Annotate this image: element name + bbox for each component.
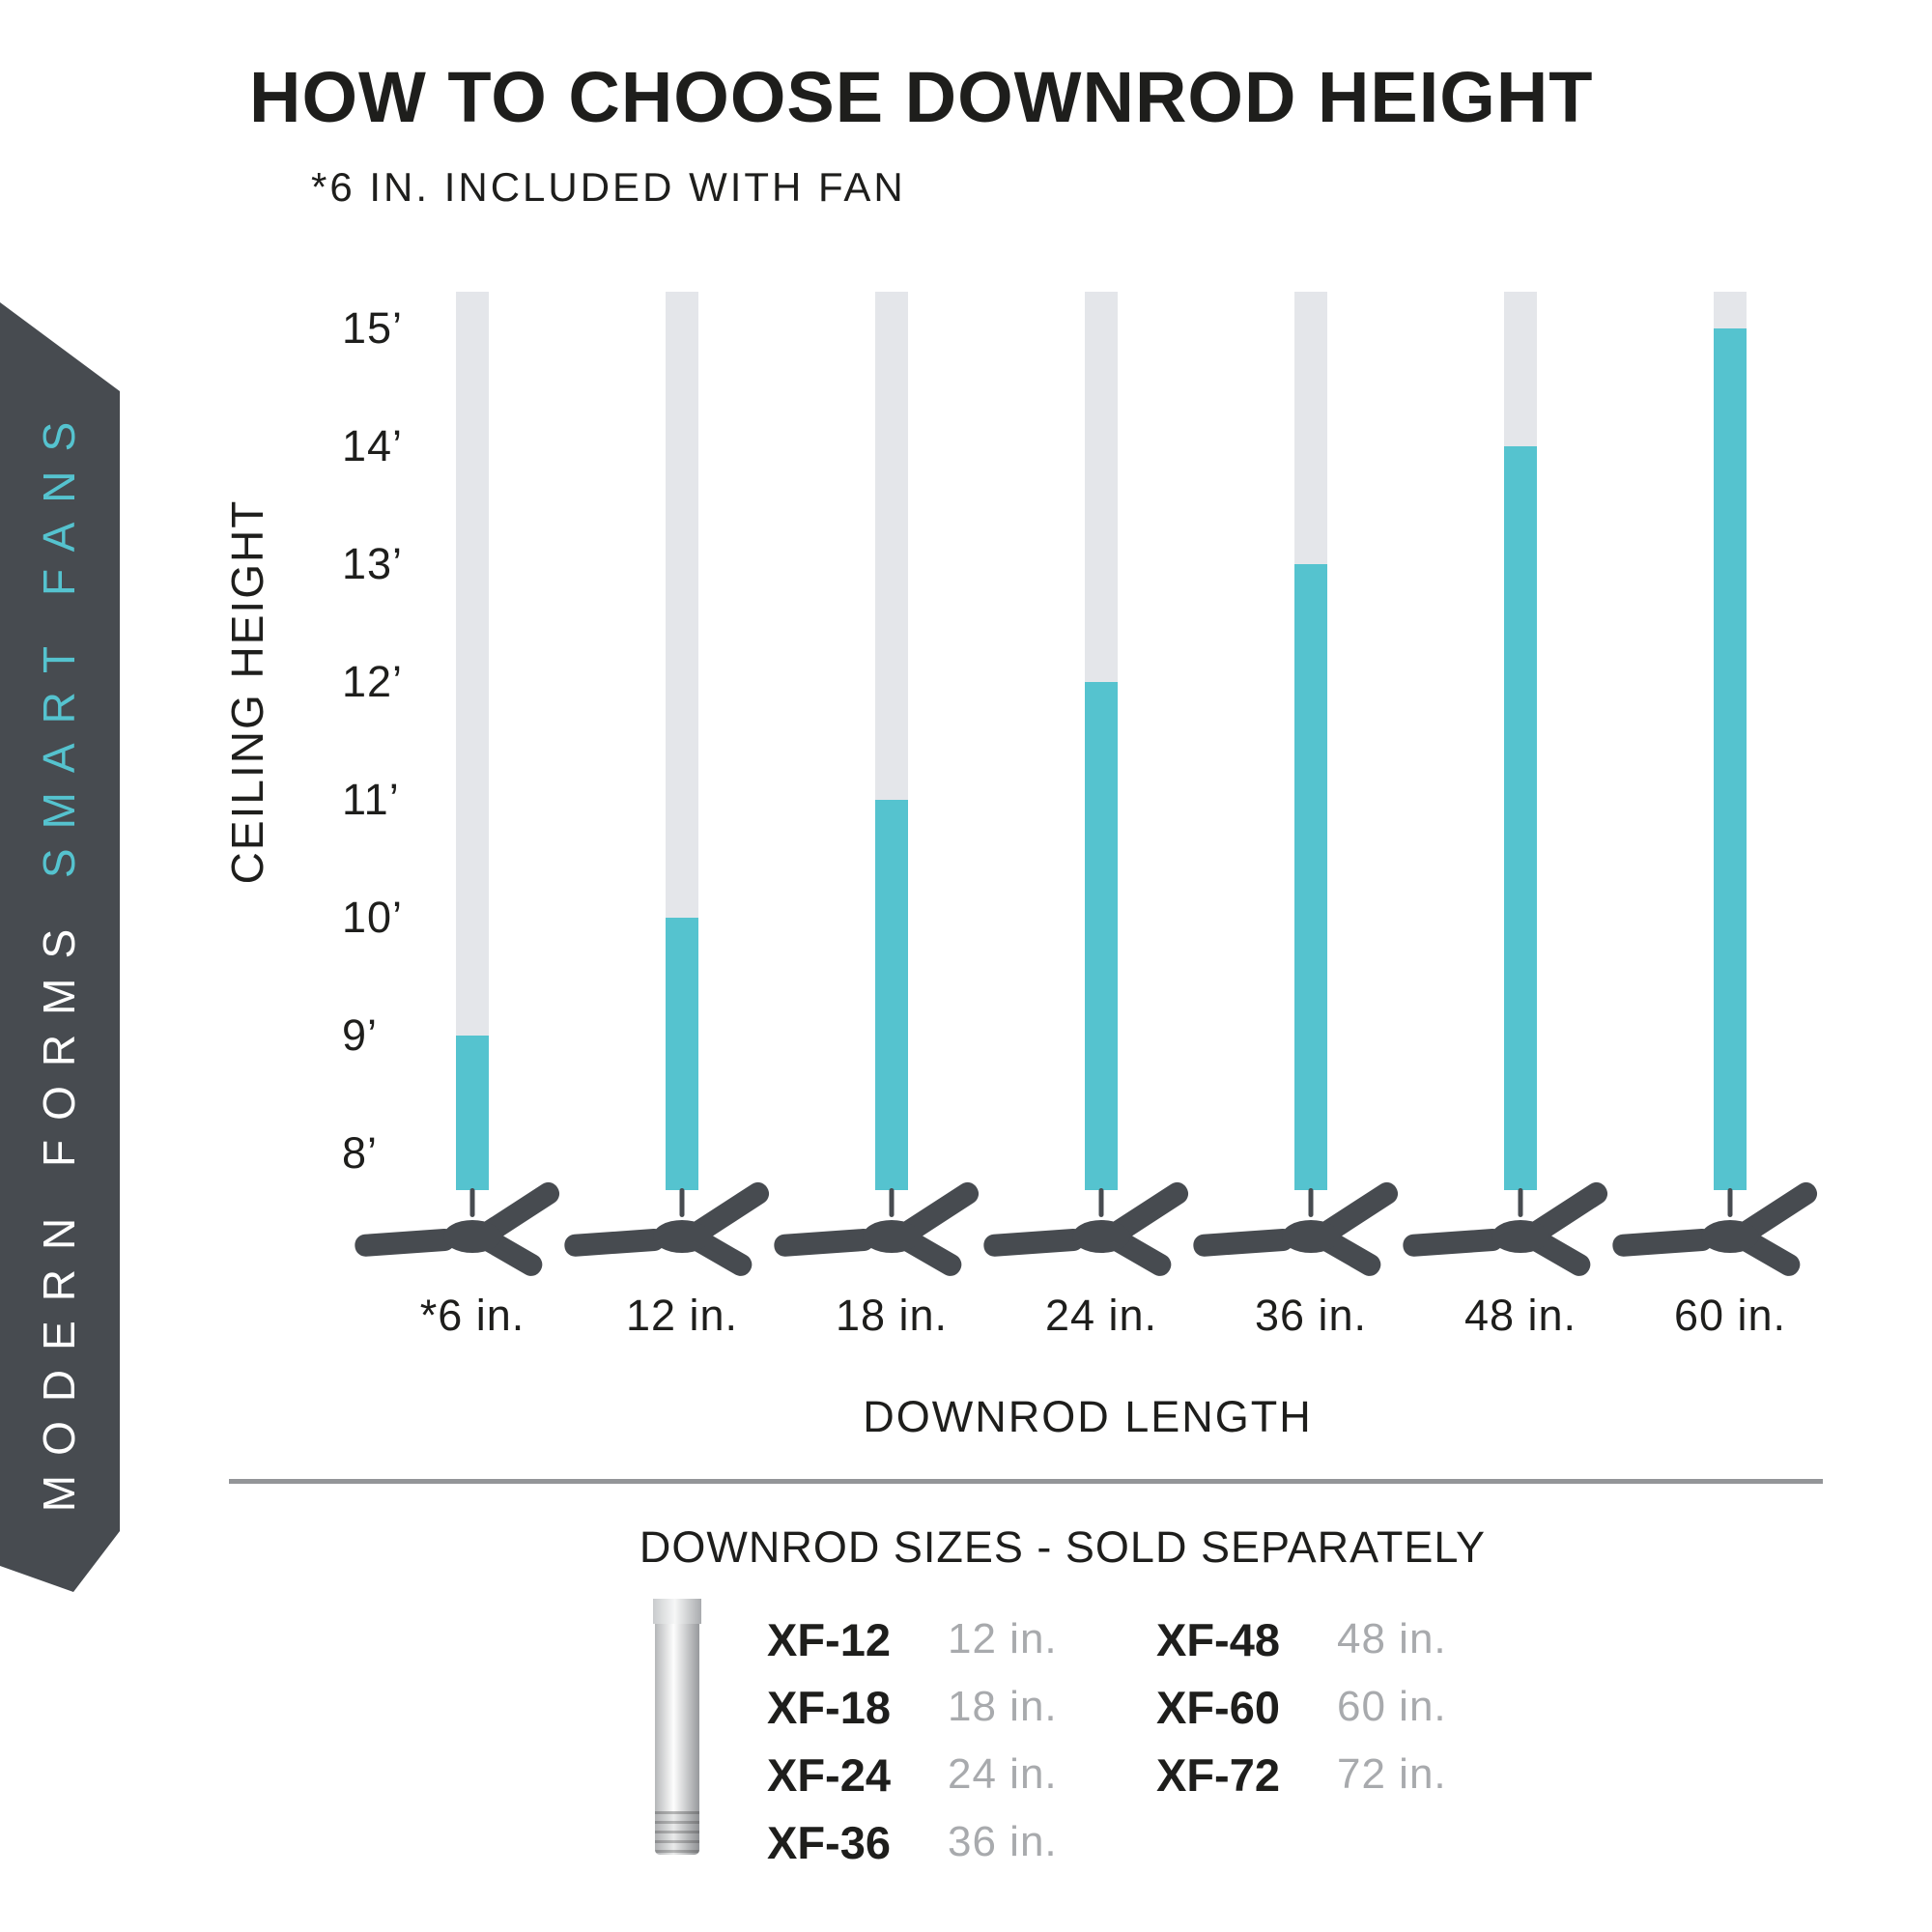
downrod-length-tick-6: 48 in. [1463, 1291, 1577, 1340]
ceiling-height-tick-9ft: 9’ [342, 1010, 379, 1060]
ceiling-height-tick-10ft: 10’ [342, 893, 404, 942]
downrod-size: 24 in. [948, 1750, 1058, 1798]
downrod-sizes-heading: DOWNROD SIZES - SOLD SEPARATELY [639, 1522, 1487, 1572]
downrod-size-column-1: XF-12 12 in. XF-18 18 in. XF-24 24 in. XF-36 36… [767, 1605, 1058, 1876]
downrod-image [653, 1599, 701, 1855]
downrod-size-column-2: XF-48 48 in. XF-60 60 in. XF-72 72 in. [1156, 1605, 1447, 1808]
ceiling-fan-icon [354, 1178, 564, 1280]
downrod-size: 12 in. [948, 1615, 1058, 1662]
ceiling-height-tick-11ft: 11’ [342, 775, 400, 824]
downrod-size: 36 in. [948, 1818, 1058, 1865]
ceiling-height-tick-13ft: 13’ [342, 539, 404, 588]
brand-ribbon [0, 302, 120, 1592]
brand-ribbon-text: MODERN FORMS SMART FANS [29, 387, 89, 1527]
downrod-thread [655, 1811, 699, 1855]
bar-fill-24in [1085, 682, 1118, 1190]
downrod-length-tick-4: 24 in. [1044, 1291, 1158, 1340]
bar-fill-36in [1294, 564, 1327, 1190]
downrod-code: XF-48 [1156, 1613, 1280, 1665]
downrod-size: 18 in. [948, 1683, 1058, 1730]
bar-fill-48in [1504, 446, 1537, 1190]
bar-track-3 [875, 292, 908, 1190]
downrod-code: XF-72 [1156, 1748, 1280, 1801]
ceiling-fan-icon [773, 1178, 983, 1280]
ceiling-height-tick-8ft: 8’ [342, 1128, 379, 1178]
ceiling-height-tick-12ft: 12’ [342, 657, 404, 706]
ceiling-fan-icon [1402, 1178, 1612, 1280]
downrod-shaft [655, 1624, 699, 1811]
bar-fill-18in [875, 800, 908, 1190]
downrod-size: 48 in. [1337, 1615, 1447, 1662]
downrod-size: 72 in. [1337, 1750, 1447, 1798]
brand-accent-name: SMART FANS [34, 402, 84, 879]
ceiling-fan-icon [1611, 1178, 1822, 1280]
x-axis-label: DOWNROD LENGTH [863, 1392, 1313, 1441]
y-axis-label: CEILING HEIGHT [222, 498, 272, 885]
bar-track-2 [666, 292, 698, 1190]
brand-name: MODERN FORMS [34, 909, 84, 1513]
bar-fill-12in [666, 918, 698, 1190]
downrod-length-tick-1: *6 in. [419, 1291, 526, 1340]
section-divider [229, 1479, 1823, 1484]
bar-track-5 [1294, 292, 1327, 1190]
downrod-code: XF-18 [767, 1681, 891, 1733]
bar-track-7 [1714, 292, 1747, 1190]
downrod-size-row-xf-24: XF-24 24 in. [767, 1741, 1058, 1808]
page-title: HOW TO CHOOSE DOWNROD HEIGHT [249, 57, 1594, 137]
bar-track-6 [1504, 292, 1537, 1190]
bar-track-4 [1085, 292, 1118, 1190]
ceiling-fan-icon [1192, 1178, 1403, 1280]
downrod-size-row-xf-60: XF-60 60 in. [1156, 1673, 1447, 1741]
bar-fill-60in [1714, 328, 1747, 1190]
ceiling-fan-icon [563, 1178, 774, 1280]
ceiling-fan-icon [982, 1178, 1193, 1280]
page-subtitle: *6 IN. INCLUDED WITH FAN [311, 164, 906, 210]
bar-fill-6in [456, 1036, 489, 1190]
downrod-code: XF-12 [767, 1613, 891, 1665]
downrod-size-row-xf-12: XF-12 12 in. [767, 1605, 1058, 1673]
downrod-length-tick-5: 36 in. [1254, 1291, 1368, 1340]
downrod-size-row-xf-36: XF-36 36 in. [767, 1808, 1058, 1876]
downrod-length-tick-7: 60 in. [1673, 1291, 1787, 1340]
bar-track-1 [456, 292, 489, 1190]
downrod-size-row-xf-18: XF-18 18 in. [767, 1673, 1058, 1741]
downrod-size: 60 in. [1337, 1683, 1447, 1730]
downrod-size-row-xf-72: XF-72 72 in. [1156, 1741, 1447, 1808]
downrod-code: XF-60 [1156, 1681, 1280, 1733]
downrod-length-tick-3: 18 in. [835, 1291, 949, 1340]
downrod-length-tick-2: 12 in. [625, 1291, 739, 1340]
downrod-cap [653, 1599, 701, 1624]
downrod-code: XF-36 [767, 1816, 891, 1868]
ceiling-height-tick-14ft: 14’ [342, 421, 404, 470]
ceiling-height-tick-15ft: 15’ [342, 303, 404, 353]
downrod-code: XF-24 [767, 1748, 891, 1801]
downrod-size-row-xf-48: XF-48 48 in. [1156, 1605, 1447, 1673]
